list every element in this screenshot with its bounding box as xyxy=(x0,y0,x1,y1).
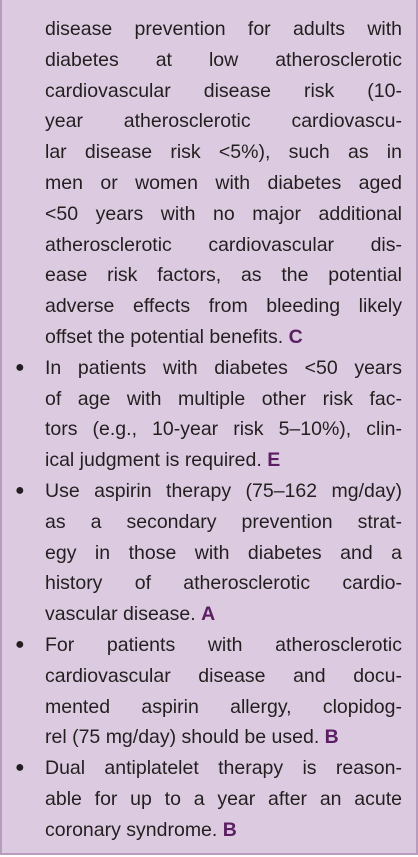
line-text: vascular disease. xyxy=(45,603,196,626)
line-text: coronary syndrome. xyxy=(45,818,218,841)
text-line: cardiovascular disease risk (10- xyxy=(45,76,402,107)
line-text: cardiovascular disease risk (10- xyxy=(45,79,402,102)
bullet: ● xyxy=(15,481,25,499)
text-line: men or women with diabetes aged xyxy=(45,168,402,199)
recommendation-item: ● For patients with atherosclerotic cardio… xyxy=(15,630,402,753)
text-line: For patients with atherosclerotic xyxy=(45,630,402,661)
line-text: mented aspirin allergy, clopidog- xyxy=(45,695,402,718)
bullet: ● xyxy=(15,759,25,777)
text-line: tors (e.g., 10-year risk 5–10%), clin- xyxy=(45,414,402,445)
text-line: coronary syndrome. B xyxy=(45,815,402,846)
recommendation-item: ● Dual antiplatelet therapy is reason-abl… xyxy=(15,753,402,846)
text-line: disease prevention for adults with xyxy=(45,14,402,45)
line-text: lar disease risk <5%), such as in xyxy=(45,141,402,164)
evidence-grade: C xyxy=(288,325,303,348)
text-line: atherosclerotic cardiovascular dis- xyxy=(45,230,402,261)
line-text: egy in those with diabetes and a xyxy=(45,541,402,564)
text-line: ical judgment is required. E xyxy=(45,445,402,476)
recommendation-item: disease prevention for adults with diabet… xyxy=(45,14,402,353)
recommendation-item: ● In patients with diabetes <50 years of a… xyxy=(15,353,402,476)
evidence-grade: A xyxy=(201,603,216,626)
bullet: ● xyxy=(15,358,25,376)
line-text: history of atherosclerotic cardio- xyxy=(45,572,402,595)
text-line: year atherosclerotic cardiovascu- xyxy=(45,106,402,137)
evidence-grade: B xyxy=(324,726,339,749)
text-line: Dual antiplatelet therapy is reason- xyxy=(45,753,402,784)
line-text: as a secondary prevention strat- xyxy=(45,510,402,533)
line-text: of age with multiple other risk fac- xyxy=(45,387,402,410)
line-text: diabetes at low atherosclerotic xyxy=(45,48,402,71)
text-line: rel (75 mg/day) should be used. B xyxy=(45,722,402,753)
text-line: as a secondary prevention strat- xyxy=(45,507,402,538)
text-line: offset the potential benefits. C xyxy=(45,322,402,353)
text-line: <50 years with no major additional xyxy=(45,199,402,230)
text-line: In patients with diabetes <50 years xyxy=(45,353,402,384)
line-text: In patients with diabetes <50 years xyxy=(45,356,402,379)
line-text: Dual antiplatelet therapy is reason- xyxy=(45,757,402,780)
text-line: adverse effects from bleeding likely xyxy=(45,291,402,322)
text-line: cardiovascular disease and docu- xyxy=(45,661,402,692)
line-text: Use aspirin therapy (75–162 mg/day) xyxy=(45,479,402,502)
line-text: disease prevention for adults with xyxy=(45,18,402,40)
text-line: mented aspirin allergy, clopidog- xyxy=(45,692,402,723)
line-text: able for up to a year after an acute xyxy=(45,787,402,810)
line-text: adverse effects from bleeding likely xyxy=(45,295,402,318)
line-text: <50 years with no major additional xyxy=(45,202,402,225)
line-text: ease risk factors, as the potential xyxy=(45,264,402,287)
line-text: rel (75 mg/day) should be used. xyxy=(45,726,320,749)
text-line: history of atherosclerotic cardio- xyxy=(45,568,402,599)
line-text: ical judgment is required. xyxy=(45,449,262,472)
line-text: For patients with atherosclerotic xyxy=(45,633,402,656)
recommendation-list: disease prevention for adults with diabet… xyxy=(15,14,402,846)
text-line: of age with multiple other risk fac- xyxy=(45,384,402,415)
text-line: Use aspirin therapy (75–162 mg/day) xyxy=(45,476,402,507)
text-line: ease risk factors, as the potential xyxy=(45,260,402,291)
text-line: vascular disease. A xyxy=(45,599,402,630)
recommendation-item: ● Use aspirin therapy (75–162 mg/day) as a… xyxy=(15,476,402,630)
text-line: diabetes at low atherosclerotic xyxy=(45,45,402,76)
text-line: able for up to a year after an acute xyxy=(45,784,402,815)
line-text: offset the potential benefits. xyxy=(45,325,284,348)
line-text: year atherosclerotic cardiovascu- xyxy=(45,110,402,133)
line-text: men or women with diabetes aged xyxy=(45,171,402,194)
line-text: cardiovascular disease and docu- xyxy=(45,664,402,687)
text-line: lar disease risk <5%), such as in xyxy=(45,137,402,168)
line-text: tors (e.g., 10-year risk 5–10%), clin- xyxy=(45,418,402,441)
evidence-grade: B xyxy=(222,818,237,841)
line-text: atherosclerotic cardiovascular dis- xyxy=(45,233,402,256)
evidence-grade: E xyxy=(267,449,281,472)
bullet: ● xyxy=(15,635,25,653)
text-line: egy in those with diabetes and a xyxy=(45,538,402,569)
